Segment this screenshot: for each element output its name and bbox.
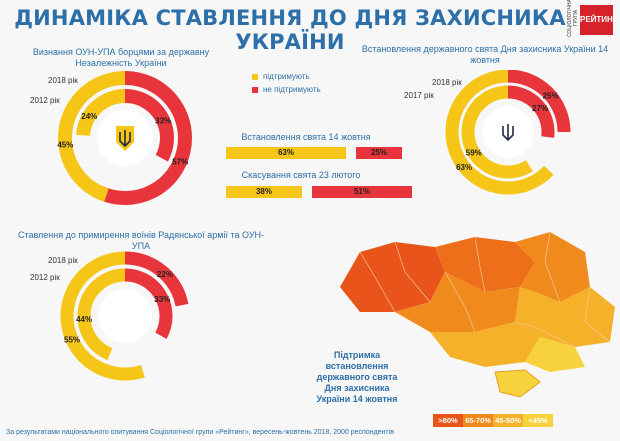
map-legend-item: >80%: [433, 414, 463, 427]
donut3-ring0-support-arc: [60, 251, 145, 381]
donut2-ring0-not-label: 25%: [543, 92, 559, 101]
donut3-ring1-support-label: 44%: [76, 315, 92, 324]
donut3-title: Ставлення до примирення воїнів Радянсько…: [17, 230, 265, 251]
donut3-ring1-not-label: 33%: [154, 295, 170, 304]
rating-logo: РЕЙТИНГ: [580, 5, 617, 35]
map-southeast: [525, 337, 585, 372]
donut3-center: [98, 289, 152, 343]
logo-side-text: СОЦІОЛОГІЧНА ГРУПА: [567, 0, 579, 37]
legend-support-swatch: [252, 74, 258, 80]
donut2-ring0-support-arc: [445, 70, 554, 195]
donut1-year-inner: 2012 рік: [30, 96, 60, 105]
donut1-ring0-support-label: 45%: [57, 140, 73, 149]
map-legend-item: 45-50%: [493, 414, 523, 427]
donut1-ring1-not-label: 33%: [155, 116, 171, 125]
donut2-ring0-support-label: 63%: [456, 163, 472, 172]
map-south: [430, 322, 540, 367]
donut2-chart: 25% 63% 27% 59%: [445, 70, 571, 195]
map-west: [340, 242, 445, 312]
map-legend: >80% 65-70% 45-50% <45%: [433, 414, 555, 427]
donut3-ring1-support-arc: [77, 268, 126, 361]
donut2-title: Встановлення державного свята Дня захисн…: [361, 44, 609, 65]
donut3-year-inner: 2012 рік: [30, 273, 60, 282]
donut2-ring1-support-label: 59%: [466, 149, 482, 158]
page-title: ДИНАМІКА СТАВЛЕННЯ ДО ДНЯ ЗАХИСНИКА УКРА…: [14, 6, 566, 54]
donut1-ring1-not-arc: [124, 89, 174, 162]
donut1-ring0-not-arc: [96, 71, 192, 205]
donut2-ring0-not-arc: [507, 70, 571, 133]
legend-not-swatch: [252, 87, 258, 93]
donut3-year-outer: 2018 рік: [48, 256, 78, 265]
map-north: [435, 237, 535, 292]
donut1-title: Визнання ОУН-УПА борцями за державну Нез…: [32, 47, 210, 68]
donut2-ring1-support-arc: [461, 85, 533, 179]
bar2-not: 51%: [312, 186, 412, 198]
map-title: Підтримка встановлення державного свята …: [316, 350, 398, 404]
map-east: [515, 287, 615, 347]
footnote: За результатами національного опитування…: [6, 429, 394, 436]
map-legend-item: 65-70%: [463, 414, 493, 427]
donut2-trident-icon-trident: [502, 124, 514, 142]
donut3-ring1-not-arc: [124, 268, 173, 339]
ukraine-map: [340, 232, 615, 398]
legend-support-label: підтримують: [263, 72, 310, 81]
donut1-year-outer: 2018 рік: [48, 76, 78, 85]
donut2-year-outer: 2018 рік: [432, 78, 462, 87]
donut2-ring1-not-arc: [507, 85, 555, 138]
donut1-chart: 57% 45% 33% 24%: [57, 71, 192, 205]
map-legend-item: <45%: [523, 414, 553, 427]
donut3-ring0-not-label: 22%: [157, 270, 173, 279]
bars-title-2: Скасування свята 23 лютого: [241, 170, 361, 180]
donut1-ring1-support-label: 24%: [81, 112, 97, 121]
map-center: [395, 272, 520, 332]
bar1-not: 25%: [356, 147, 402, 159]
donut1-ring1-support-arc: [76, 89, 126, 137]
donut3-ring0-support-label: 55%: [64, 336, 80, 345]
donut2-ring1-not-label: 27%: [532, 104, 548, 113]
donut3-ring0-not-arc: [124, 251, 189, 307]
bar1-support: 63%: [226, 147, 346, 159]
bar2-support: 38%: [226, 186, 302, 198]
donut2-year-inner: 2017 рік: [404, 91, 434, 100]
map-northeast: [515, 232, 590, 302]
bars-title-1: Встановлення свята 14 жовтня: [241, 132, 371, 142]
donut1-emblem-icon-trident: [119, 130, 131, 148]
map-crimea: [494, 369, 541, 398]
donut1-ring0-support-arc: [58, 71, 126, 202]
donut1-ring0-not-label: 57%: [172, 157, 188, 166]
donut3-chart: 22% 55% 33% 44%: [60, 251, 189, 381]
legend-not-label: не підтримують: [263, 85, 321, 94]
